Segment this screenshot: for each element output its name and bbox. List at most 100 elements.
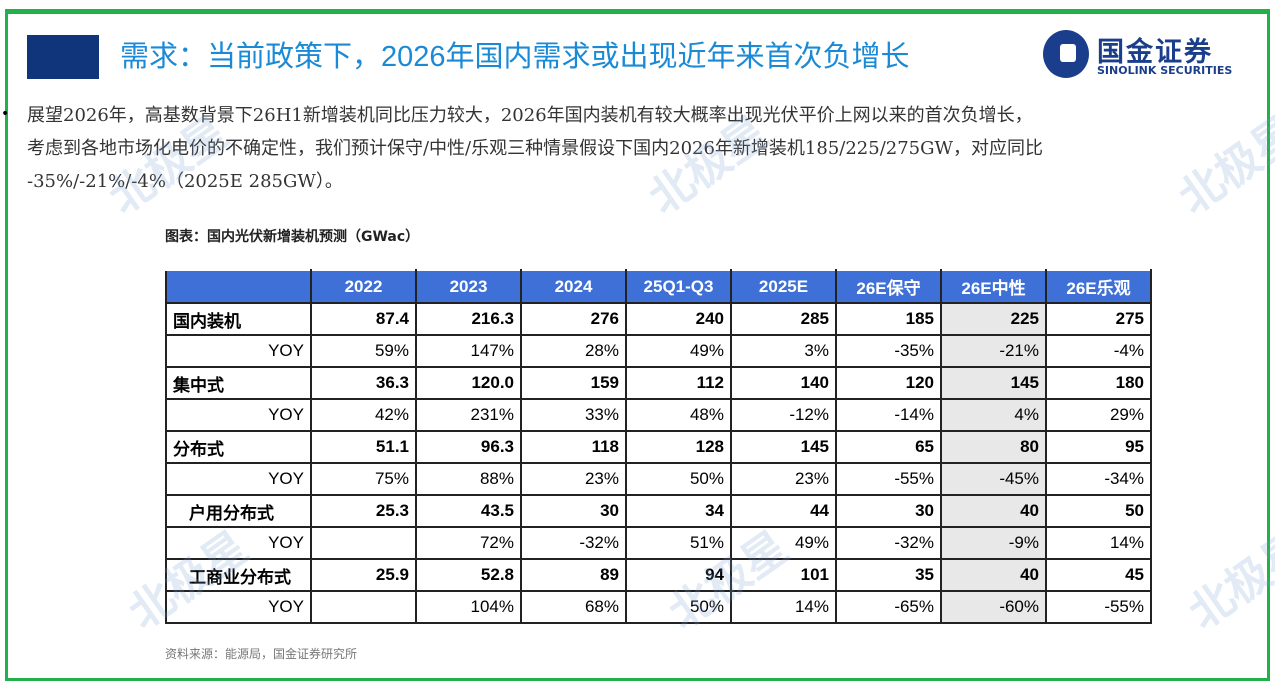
table-cell: 120.0 — [415, 366, 522, 400]
logo-en: SINOLINK SECURITIES — [1097, 64, 1233, 77]
column-header: 26E中性 — [940, 269, 1047, 304]
logo-mark-icon — [1043, 30, 1089, 78]
table-cell: 50% — [625, 590, 732, 624]
row-label: 集中式 — [165, 366, 312, 400]
table-cell: 40 — [940, 558, 1047, 592]
body-line: 展望2026年，高基数背景下26H1新增装机同比压力较大，2026年国内装机有较… — [27, 105, 1033, 126]
table-cell: 34 — [625, 494, 732, 528]
table-cell: 80 — [940, 430, 1047, 464]
table-row: YOY 42% 231% 33% 48% -12% -14% 4% 29% — [165, 398, 1152, 432]
logo-cn: 国金证券 — [1097, 37, 1213, 68]
table-cell: 50 — [1045, 494, 1152, 528]
table-cell: -12% — [730, 398, 837, 432]
table-cell: 14% — [1045, 526, 1152, 560]
table-cell: 120 — [835, 366, 942, 400]
table-cell: 240 — [625, 302, 732, 336]
installation-table: 2022 2023 2024 25Q1-Q3 2025E 26E保守 26E中性 26E乐观国… — [165, 269, 1152, 624]
table-cell: 276 — [520, 302, 627, 336]
slide-title: 需求：当前政策下，2026年国内需求或出现近年来首次负增长 — [120, 41, 910, 73]
title-accent-block — [27, 35, 99, 79]
table-caption: 图表：国内光伏新增装机预测（GWac） — [165, 229, 420, 245]
table-cell: 231% — [415, 398, 522, 432]
table-cell: -45% — [940, 462, 1047, 496]
table-cell: 96.3 — [415, 430, 522, 464]
table-cell: 140 — [730, 366, 837, 400]
table-cell: 72% — [415, 526, 522, 560]
table-cell: 42% — [310, 398, 417, 432]
table-cell: 50% — [625, 462, 732, 496]
body-text: 展望2026年，高基数背景下26H1新增装机同比压力较大，2026年国内装机有较… — [27, 99, 1257, 198]
table-cell: 180 — [1045, 366, 1152, 400]
table-cell: 185 — [835, 302, 942, 336]
table-cell: 28% — [520, 334, 627, 368]
table-cell: -9% — [940, 526, 1047, 560]
table-cell — [310, 590, 417, 624]
bullet-icon: • — [1, 106, 10, 122]
row-label: 分布式 — [165, 430, 312, 464]
table-cell: 45 — [1045, 558, 1152, 592]
table-cell: 44 — [730, 494, 837, 528]
sinolink-logo: 国金证券 SINOLINK SECURITIES — [1043, 30, 1263, 80]
table-cell: -34% — [1045, 462, 1152, 496]
table-cell: 104% — [415, 590, 522, 624]
table-cell: 33% — [520, 398, 627, 432]
table-cell: -55% — [1045, 590, 1152, 624]
table-cell: 87.4 — [310, 302, 417, 336]
table-cell: 48% — [625, 398, 732, 432]
table-cell: 159 — [520, 366, 627, 400]
table-row: YOY 75% 88% 23% 50% 23% -55% -45% -34% — [165, 462, 1152, 496]
table-cell: 68% — [520, 590, 627, 624]
table-cell: 14% — [730, 590, 837, 624]
table-row: YOY 104% 68% 50% 14% -65% -60% -55% — [165, 590, 1152, 624]
table-row: YOY 72% -32% 51% 49% -32% -9% 14% — [165, 526, 1152, 560]
table-cell: -32% — [835, 526, 942, 560]
row-label: YOY — [165, 334, 312, 368]
column-header: 26E保守 — [835, 269, 942, 304]
table-cell: -32% — [520, 526, 627, 560]
table-row: 工商业分布式 25.9 52.8 89 94 101 35 40 45 — [165, 558, 1152, 592]
column-header: 26E乐观 — [1045, 269, 1152, 304]
table-cell: 118 — [520, 430, 627, 464]
table-cell: -4% — [1045, 334, 1152, 368]
table-cell: 95 — [1045, 430, 1152, 464]
table-cell: 29% — [1045, 398, 1152, 432]
table-cell: -35% — [835, 334, 942, 368]
table-cell: 30 — [520, 494, 627, 528]
row-label: 户用分布式 — [165, 494, 312, 528]
body-line: -35%/-21%/-4%（2025E 285GW）。 — [27, 171, 343, 192]
row-label: YOY — [165, 526, 312, 560]
table-cell: 35 — [835, 558, 942, 592]
column-header: 2025E — [730, 269, 837, 304]
row-label: 国内装机 — [165, 302, 312, 336]
row-label: YOY — [165, 398, 312, 432]
table-cell: 25.9 — [310, 558, 417, 592]
table-row: 户用分布式 25.3 43.5 30 34 44 30 40 50 — [165, 494, 1152, 528]
table-row: YOY 59% 147% 28% 49% 3% -35% -21% -4% — [165, 334, 1152, 368]
table-cell: 25.3 — [310, 494, 417, 528]
table-cell: 23% — [520, 462, 627, 496]
row-label: YOY — [165, 462, 312, 496]
row-label: 工商业分布式 — [165, 558, 312, 592]
table-cell: -14% — [835, 398, 942, 432]
table-cell: 101 — [730, 558, 837, 592]
table-cell: 30 — [835, 494, 942, 528]
body-line: 考虑到各地市场化电价的不确定性，我们预计保守/中性/乐观三种情景假设下国内202… — [27, 138, 1044, 159]
table-header-row: 2022 2023 2024 25Q1-Q3 2025E 26E保守 26E中性 26E乐观 — [165, 269, 1152, 304]
table-cell: 94 — [625, 558, 732, 592]
table-cell: 89 — [520, 558, 627, 592]
table-cell: 285 — [730, 302, 837, 336]
table-row: 集中式 36.3 120.0 159 112 140 120 145 180 — [165, 366, 1152, 400]
slide-frame — [5, 9, 1270, 681]
table-cell: 145 — [730, 430, 837, 464]
table-row: 国内装机 87.4 216.3 276 240 285 185 225 275 — [165, 302, 1152, 336]
column-header — [165, 269, 312, 304]
column-header: 2023 — [415, 269, 522, 304]
table-cell: 147% — [415, 334, 522, 368]
table-cell: 23% — [730, 462, 837, 496]
table-cell: 112 — [625, 366, 732, 400]
column-header: 2024 — [520, 269, 627, 304]
table-cell: 49% — [625, 334, 732, 368]
column-header: 25Q1-Q3 — [625, 269, 732, 304]
table-cell: -21% — [940, 334, 1047, 368]
source-note: 资料来源：能源局，国金证券研究所 — [165, 647, 358, 661]
